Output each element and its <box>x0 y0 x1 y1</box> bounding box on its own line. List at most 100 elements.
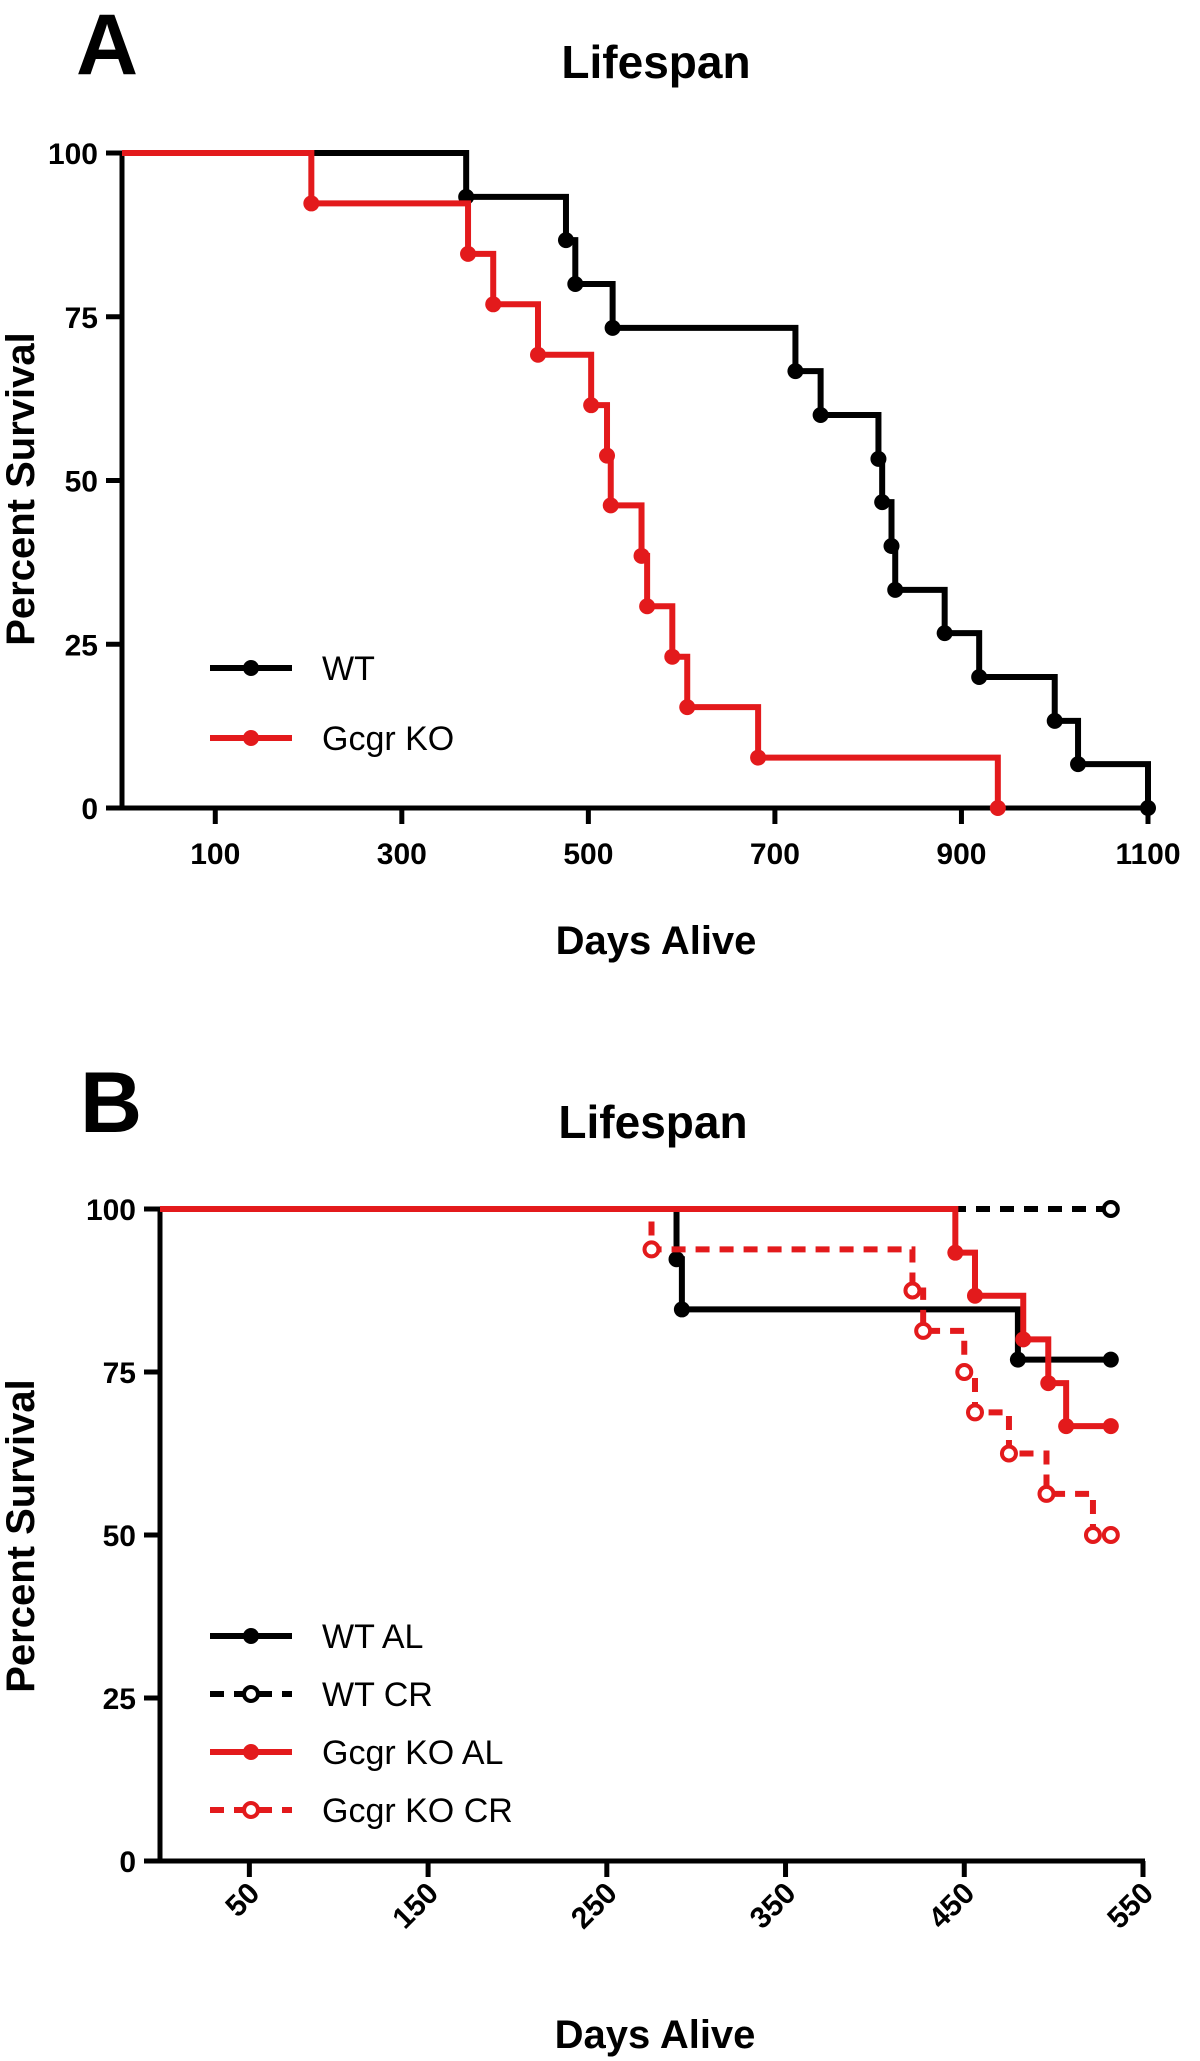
panel-a-title: Lifespan <box>561 36 750 88</box>
panel-a-legend: WT Gcgr KO <box>210 650 454 758</box>
panel-b-x-tick-label: 250 <box>565 1877 624 1936</box>
panel-b-x-tick-label: 50 <box>219 1877 266 1924</box>
panel-b-data-point-gcgr-ko-cr <box>1037 1484 1056 1503</box>
panel-b-legend-label-gcgr-ko-cr: Gcgr KO CR <box>322 1792 513 1830</box>
panel-a-x-tick-label: 900 <box>936 838 986 871</box>
panel-a-data-point-wt <box>604 319 621 336</box>
panel-b-data-point-wt-al <box>1102 1351 1119 1368</box>
panel-a-data-point-wt <box>971 669 988 685</box>
panel-b-legend-marker-wt-al <box>243 1628 259 1644</box>
panel-b-data-point-gcgr-ko-cr <box>965 1403 984 1422</box>
panel-a-data-point-gcgr-ko <box>750 749 767 766</box>
panel-b-data-point-gcgr-ko-cr <box>1083 1526 1102 1544</box>
panel-b-x-tick-label: 450 <box>922 1877 981 1936</box>
panel-a-y-tick-label: 0 <box>81 793 98 826</box>
panel-a-data-point-gcgr-ko <box>602 497 619 514</box>
panel-b-title: Lifespan <box>558 1096 747 1148</box>
panel-a-data-point-gcgr-ko <box>529 346 546 363</box>
panel-a-data-point-wt <box>870 450 887 467</box>
panel-a-data-point-wt <box>557 232 574 249</box>
panel-a-data-point-gcgr-ko <box>989 800 1006 816</box>
panel-a-y-tick-label: 25 <box>65 629 98 662</box>
panel-b-y-tick-label: 50 <box>103 1520 136 1553</box>
panel-b-data-point-wt-al <box>668 1251 685 1268</box>
panel-a-letter: A <box>76 0 138 93</box>
panel-b-data-point-gcgr-ko-al <box>947 1244 964 1261</box>
panel-a-y-tick-label: 50 <box>65 466 98 499</box>
panel-b-data-point-gcgr-ko-cr <box>999 1444 1018 1463</box>
panel-b-series-line-gcgr-ko-al <box>160 1206 1111 1430</box>
panel-b-x-tick-label: 350 <box>744 1877 803 1936</box>
panel-a-legend-label-gcgr-ko: Gcgr KO <box>322 720 454 758</box>
panel-b-data-point-gcgr-ko-al <box>1102 1418 1119 1435</box>
panel-b-legend-marker-gcgr-ko-al <box>243 1744 259 1760</box>
panel-b-x-tick-label: 150 <box>386 1877 445 1936</box>
panel-b-data-point-gcgr-ko-cr <box>903 1281 922 1300</box>
panel-b: B Lifespan Days Alive Percent Survival 0… <box>0 1055 1160 2057</box>
panel-a-x-tick-label: 1100 <box>1115 838 1180 871</box>
panel-a-data-point-wt <box>1070 756 1087 773</box>
panel-b-y-tick-label: 100 <box>86 1194 136 1227</box>
panel-b-data-point-gcgr-ko-cr <box>1101 1526 1120 1544</box>
panel-a-data-point-gcgr-ko <box>664 648 681 665</box>
panel-a-data-point-gcgr-ko <box>460 245 477 262</box>
panel-a-data-point-wt <box>874 494 891 511</box>
panel-b-data-point-gcgr-ko-al <box>1040 1375 1057 1392</box>
panel-a-data-point-wt <box>936 625 953 642</box>
panel-b-legend-label-wt-al: WT AL <box>322 1618 423 1656</box>
panel-b-letter: B <box>80 1055 142 1151</box>
panel-a-legend-label-wt: WT <box>322 650 375 688</box>
panel-a-y-tick-label: 100 <box>48 138 98 171</box>
panel-a-x-tick-label: 100 <box>190 838 240 871</box>
panel-b-legend-label-wt-cr: WT CR <box>322 1676 433 1714</box>
panel-b-series-line-wt-al <box>160 1206 1111 1363</box>
panel-a-y-tick-label: 75 <box>65 302 98 335</box>
panel-a-data-point-gcgr-ko <box>639 598 656 615</box>
panel-b-data-point-gcgr-ko-al <box>1015 1331 1032 1348</box>
panel-b-data-point-gcgr-ko-al <box>1058 1418 1075 1435</box>
panel-a-x-tick-label: 300 <box>377 838 427 871</box>
panel-a-data-point-wt <box>787 363 804 380</box>
panel-b-data-point-wt-al <box>1009 1351 1026 1368</box>
panel-b-data-point-gcgr-ko-cr <box>955 1363 974 1381</box>
panel-b-x-axis-label: Days Alive <box>555 2013 756 2057</box>
panel-a-plot-area: 0 25 50 75 100 100 300 500 700 900 1100 <box>48 138 1181 871</box>
panel-a-data-point-wt <box>1046 712 1063 729</box>
panel-a-x-axis-label: Days Alive <box>556 919 757 963</box>
panel-a-data-point-wt <box>883 538 900 554</box>
panel-b-legend-label-gcgr-ko-al: Gcgr KO AL <box>322 1734 503 1772</box>
panel-b-legend: WT AL WT CR Gcgr KO AL Gcgr KO CR <box>210 1618 513 1830</box>
panel-a-legend-marker-wt <box>243 660 259 676</box>
panel-a-series-line-wt <box>122 150 1151 808</box>
panel-b-x-tick-label: 550 <box>1101 1877 1160 1936</box>
panel-b-y-axis-label: Percent Survival <box>0 1379 43 1693</box>
panel-a-data-point-gcgr-ko <box>303 195 320 212</box>
panel-b-data-point-gcgr-ko-cr <box>914 1321 933 1340</box>
panel-b-data-point-wt-al <box>673 1301 690 1318</box>
panel-a: A Lifespan Days Alive Percent Survival 0… <box>0 0 1181 963</box>
panel-a-data-point-wt <box>887 581 904 598</box>
panel-a-data-point-gcgr-ko <box>633 547 650 564</box>
panel-b-y-tick-label: 0 <box>119 1846 136 1879</box>
panel-a-data-point-wt <box>1140 800 1156 816</box>
panel-a-data-point-wt <box>567 276 584 292</box>
panel-a-data-point-wt <box>812 407 829 423</box>
panel-a-x-tick-label: 700 <box>750 838 800 871</box>
panel-a-y-axis-label: Percent Survival <box>0 332 43 646</box>
panel-b-legend-marker-gcgr-ko-cr <box>242 1801 260 1819</box>
panel-b-data-point-gcgr-ko-cr <box>642 1240 661 1259</box>
panel-b-legend-marker-wt-cr <box>242 1685 260 1703</box>
panel-a-data-point-gcgr-ko <box>679 699 696 716</box>
panel-a-x-tick-label: 500 <box>563 838 613 871</box>
panel-a-series-line-gcgr-ko <box>122 150 1001 808</box>
panel-b-plot-area: 0 25 50 75 100 50 150 250 350 450 550 <box>86 1194 1160 1935</box>
panel-b-data-point-gcgr-ko-al <box>966 1287 983 1304</box>
panel-b-y-tick-label: 75 <box>103 1357 136 1390</box>
panel-a-data-point-gcgr-ko <box>583 397 600 414</box>
panel-b-data-point-wt-cr <box>1101 1200 1120 1218</box>
panel-a-legend-marker-gcgr-ko <box>243 730 259 746</box>
panel-b-y-tick-label: 25 <box>103 1683 136 1716</box>
panel-a-data-point-gcgr-ko <box>485 296 502 313</box>
panel-a-data-point-gcgr-ko <box>599 447 616 464</box>
